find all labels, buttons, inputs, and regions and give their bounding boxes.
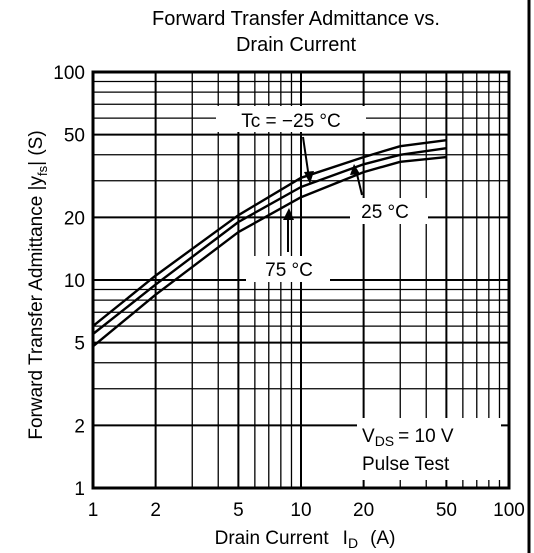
x-tick-label: 1 bbox=[88, 500, 99, 521]
x-tick-label: 20 bbox=[353, 500, 374, 521]
condition-sub: DS bbox=[375, 433, 394, 449]
x-axis-label-main: Drain Current bbox=[215, 528, 330, 549]
arrowhead-75 bbox=[283, 208, 294, 220]
condition-vds: VDS = 10 V bbox=[362, 426, 454, 449]
x-tick-label: 50 bbox=[436, 500, 457, 521]
x-tick-label: 5 bbox=[233, 500, 244, 521]
y-tick-label: 50 bbox=[64, 126, 85, 147]
y-tick-label: 2 bbox=[74, 416, 85, 437]
tick-labels: 1 2 5 10 20 50 100 1 2 5 10 20 50 100 bbox=[53, 63, 525, 521]
x-axis-label-symbol: I bbox=[343, 528, 348, 549]
x-tick-label: 2 bbox=[150, 500, 161, 521]
y-axis-label: Forward Transfer Admittance |yfs| (S) bbox=[26, 130, 50, 439]
y-axis-label-tail: | (S) bbox=[26, 130, 47, 166]
label-bg-25 bbox=[350, 198, 428, 224]
data-series bbox=[92, 139, 447, 348]
x-axis-label: Drain Current ID (A) bbox=[215, 528, 396, 551]
chart-title-line2: Drain Current bbox=[236, 34, 356, 56]
arrow-minus25 bbox=[302, 136, 310, 179]
label-75c: 75 °C bbox=[265, 260, 313, 281]
plot-frame bbox=[91, 70, 511, 490]
x-tick-label: 100 bbox=[493, 500, 525, 521]
y-tick-label: 10 bbox=[64, 271, 85, 292]
series-line bbox=[92, 147, 447, 335]
label-bg-75 bbox=[246, 256, 330, 282]
arrowhead-25 bbox=[350, 164, 360, 175]
series-line bbox=[92, 155, 447, 348]
x-axis-label-unit: (A) bbox=[370, 528, 395, 549]
condition-pulse-test: Pulse Test bbox=[362, 454, 450, 475]
y-tick-label: 5 bbox=[74, 334, 85, 355]
series-line bbox=[92, 139, 447, 328]
x-axis-label-sub: D bbox=[348, 535, 358, 551]
label-bg-minus25 bbox=[216, 106, 366, 132]
label-25c: 25 °C bbox=[361, 202, 409, 223]
y-axis-label-sub: fs bbox=[35, 165, 50, 176]
y-axis-label-main: Forward Transfer Admittance |y bbox=[26, 176, 47, 440]
y-tick-label: 100 bbox=[53, 63, 85, 84]
condition-bg bbox=[357, 418, 501, 480]
chart-title-line1: Forward Transfer Admittance vs. bbox=[152, 8, 440, 30]
x-tick-label: 10 bbox=[290, 500, 311, 521]
condition-v: V bbox=[362, 426, 375, 447]
arrowhead-minus25 bbox=[304, 171, 314, 184]
y-tick-label: 20 bbox=[64, 208, 85, 229]
label-tc-minus25: Tc = −25 °C bbox=[241, 111, 340, 132]
condition-tail: = 10 V bbox=[398, 426, 454, 447]
y-tick-label: 1 bbox=[74, 479, 85, 500]
